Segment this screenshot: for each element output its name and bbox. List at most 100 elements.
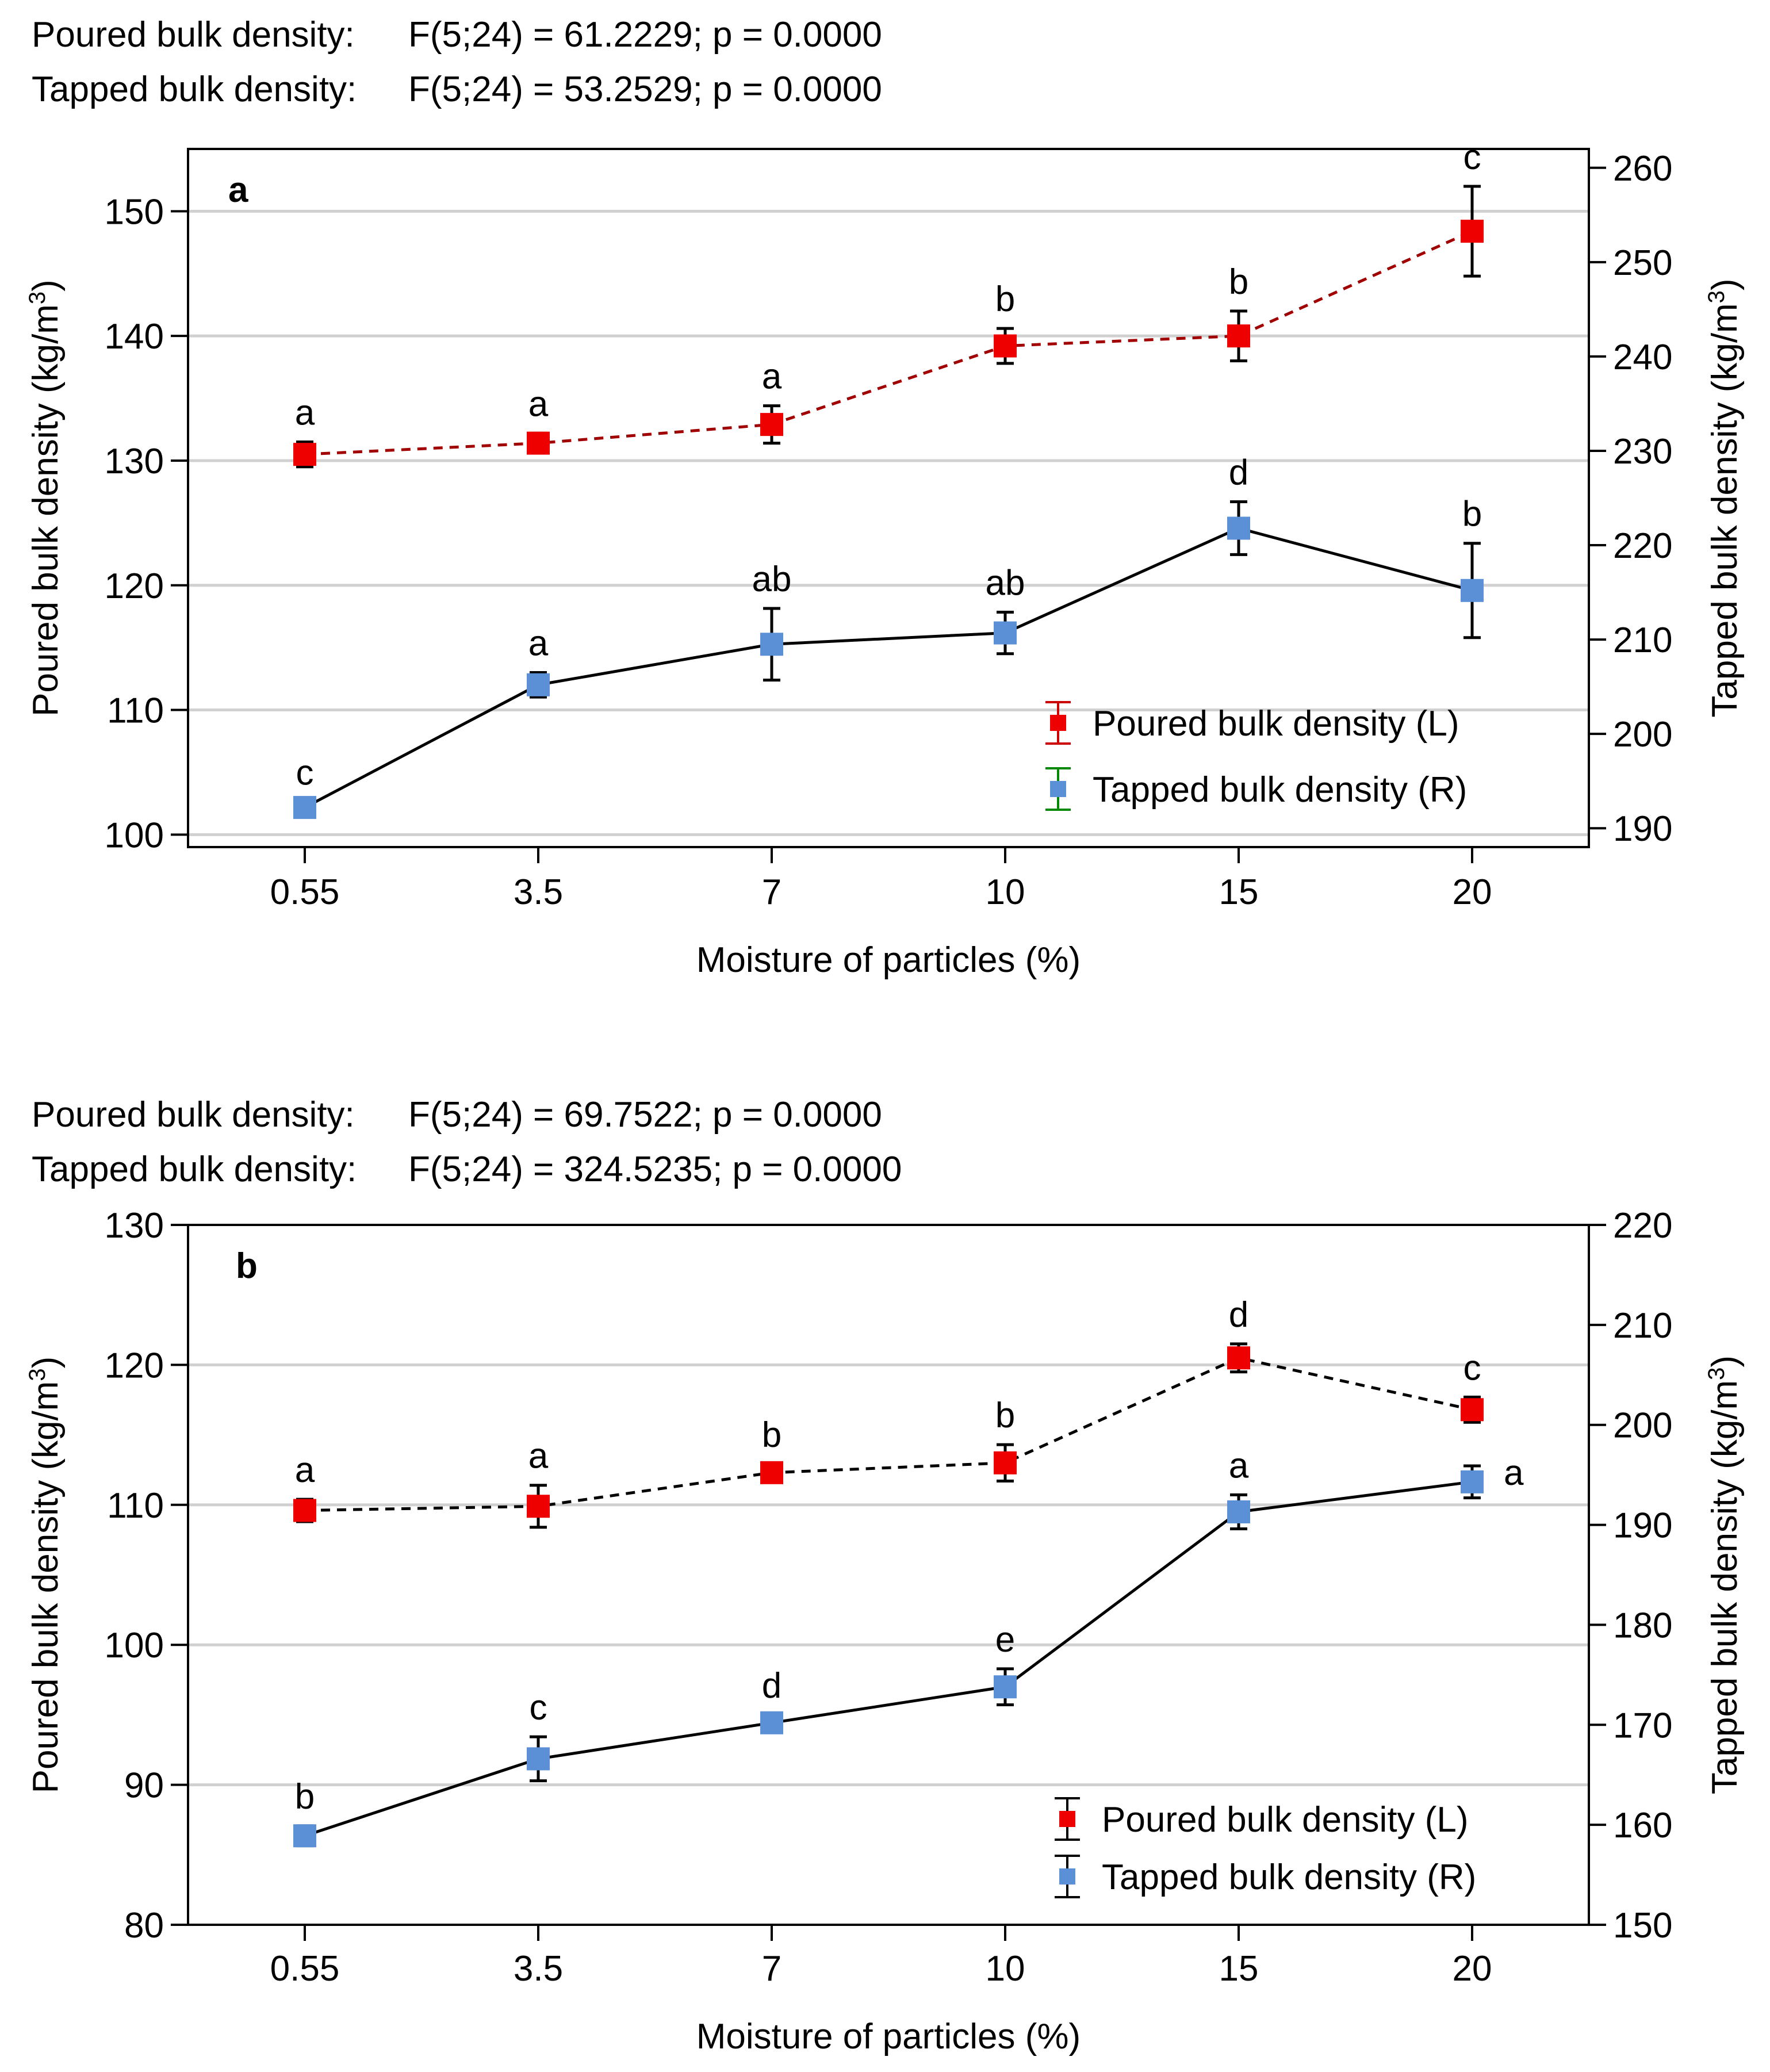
y-tick-label-left: 130 (105, 1206, 164, 1246)
x-tick-label: 15 (1219, 872, 1259, 912)
x-tick-label: 0.55 (270, 872, 340, 912)
x-tick-label: 10 (986, 1949, 1025, 1989)
x-axis-title: Moisture of particles (%) (696, 2017, 1081, 2056)
significance-letter: b (1229, 262, 1248, 302)
stats-line-poured-a: Poured bulk density: F(5;24) = 61.2229; p… (32, 17, 882, 53)
y-tick-label-right: 210 (1613, 1306, 1672, 1346)
y-tick-label-right: 160 (1613, 1806, 1672, 1845)
series-line-poured (304, 229, 1473, 456)
data-point-poured (527, 1495, 550, 1518)
chart-b-svg: 80 90 100 110 120 130 150 160 170 180 190 200 210 220… (25, 1206, 1745, 2056)
significance-letter: a (1229, 1446, 1249, 1485)
data-point-tapped (1227, 516, 1250, 540)
data-point-tapped (1461, 579, 1484, 602)
y-tick-label-right: 190 (1613, 1506, 1672, 1546)
series-line-poured (304, 1356, 1473, 1512)
significance-letter: a (528, 1437, 549, 1476)
legend-marker (1059, 1868, 1075, 1885)
y-tick-label-right: 210 (1613, 621, 1672, 660)
y-tick-label-right: 220 (1613, 526, 1672, 566)
data-point-poured (1227, 324, 1250, 348)
x-tick-label: 20 (1453, 1949, 1492, 1989)
significance-letter: a (1504, 1453, 1524, 1493)
y-tick-label-left: 130 (105, 442, 164, 481)
significance-letter: a (295, 393, 315, 432)
y-tick-label-right: 260 (1613, 149, 1672, 189)
stats-value: F(5;24) = 61.2229; p = 0.0000 (408, 15, 882, 55)
y-tick-label-left: 120 (105, 566, 164, 606)
y-tick-label-left: 100 (105, 1626, 164, 1665)
x-tick-label: 7 (762, 872, 781, 912)
significance-letter: b (1462, 495, 1482, 534)
y-tick-label-right: 240 (1613, 338, 1672, 377)
significance-letter: ab (986, 564, 1025, 603)
data-point-tapped (1227, 1500, 1250, 1523)
significance-letter: a (528, 624, 549, 664)
significance-letter: a (295, 1450, 315, 1490)
y-tick-label-right: 180 (1613, 1606, 1672, 1645)
x-tick-label: 15 (1219, 1949, 1259, 1989)
data-point-tapped (994, 621, 1017, 645)
y-tick-label-right: 200 (1613, 1406, 1672, 1446)
legend-marker (1050, 781, 1066, 797)
y-tick-label-left: 110 (107, 1486, 164, 1526)
data-point-poured (293, 443, 316, 466)
x-tick-label: 20 (1453, 872, 1492, 912)
x-axis-title: Moisture of particles (%) (696, 940, 1081, 980)
y-tick-label-right: 170 (1613, 1706, 1672, 1745)
y-tick-label-left: 110 (107, 691, 164, 731)
stats-line-tapped-b: Tapped bulk density: F(5;24) = 324.5235; … (32, 1152, 902, 1188)
stats-label: Poured bulk density: (32, 15, 355, 55)
y-tick-label-left: 120 (105, 1346, 164, 1385)
stats-value: F(5;24) = 53.2529; p = 0.0000 (408, 70, 882, 109)
data-point-poured (293, 1499, 316, 1522)
stats-label: Poured bulk density: (32, 1095, 355, 1135)
data-point-poured (760, 413, 783, 436)
x-tick-label: 3.5 (514, 872, 563, 912)
panel-letter: b (236, 1246, 258, 1286)
plot-frame (187, 148, 1590, 848)
legend-label: Tapped bulk density (R) (1093, 770, 1467, 810)
data-point-tapped (527, 1747, 550, 1771)
significance-letter: a (762, 357, 782, 397)
data-point-poured (760, 1461, 783, 1484)
significance-letter: b (995, 1396, 1015, 1435)
data-point-poured (1461, 220, 1484, 243)
data-point-tapped (1461, 1470, 1484, 1493)
data-point-tapped (760, 633, 783, 656)
y-axis-title-left: Poured bulk density (kg/m3) (25, 1357, 66, 1794)
data-point-tapped (994, 1675, 1017, 1699)
legend-label: Tapped bulk density (R) (1102, 1857, 1476, 1897)
y-tick-label-left: 90 (124, 1766, 164, 1806)
significance-letter: d (762, 1666, 781, 1706)
plot-frame (187, 1224, 1590, 1926)
x-tick-label: 7 (762, 1949, 781, 1989)
data-point-poured (994, 1451, 1017, 1474)
significance-letter: b (762, 1415, 781, 1455)
stats-value: F(5;24) = 324.5235; p = 0.0000 (408, 1150, 902, 1189)
significance-letter: e (995, 1620, 1015, 1660)
chart-panel-a: 100 110 120 130 140 150 190 200 210 220 230 240 250 2… (25, 17, 1745, 981)
significance-letter: a (528, 384, 549, 424)
y-axis-title-right: Tapped bulk density (kg/m3) (1704, 1355, 1745, 1794)
data-point-tapped (760, 1711, 783, 1734)
legend-marker (1059, 1811, 1075, 1827)
chart-panel-b: 80 90 100 110 120 130 150 160 170 180 190 200 210 220… (0, 1036, 1770, 2072)
data-point-poured (994, 334, 1017, 358)
significance-letter: c (530, 1688, 547, 1728)
data-point-poured (1227, 1346, 1250, 1370)
data-point-tapped (527, 673, 550, 696)
y-tick-label-right: 230 (1613, 432, 1672, 472)
stats-label: Tapped bulk density: (32, 70, 357, 109)
stats-label: Tapped bulk density: (32, 1150, 357, 1189)
y-tick-label-right: 250 (1613, 243, 1672, 283)
data-point-tapped (293, 796, 316, 819)
y-tick-label-right: 190 (1613, 809, 1672, 849)
data-point-poured (527, 431, 550, 455)
stats-value: F(5;24) = 69.7522; p = 0.0000 (408, 1095, 882, 1135)
y-tick-label-left: 80 (124, 1906, 164, 1945)
panel-letter: a (228, 170, 248, 210)
chart-a-svg: 100 110 120 130 140 150 190 200 210 220 230 240 250 2… (25, 137, 1745, 980)
significance-letter: b (995, 279, 1015, 319)
x-tick-label: 10 (986, 872, 1025, 912)
